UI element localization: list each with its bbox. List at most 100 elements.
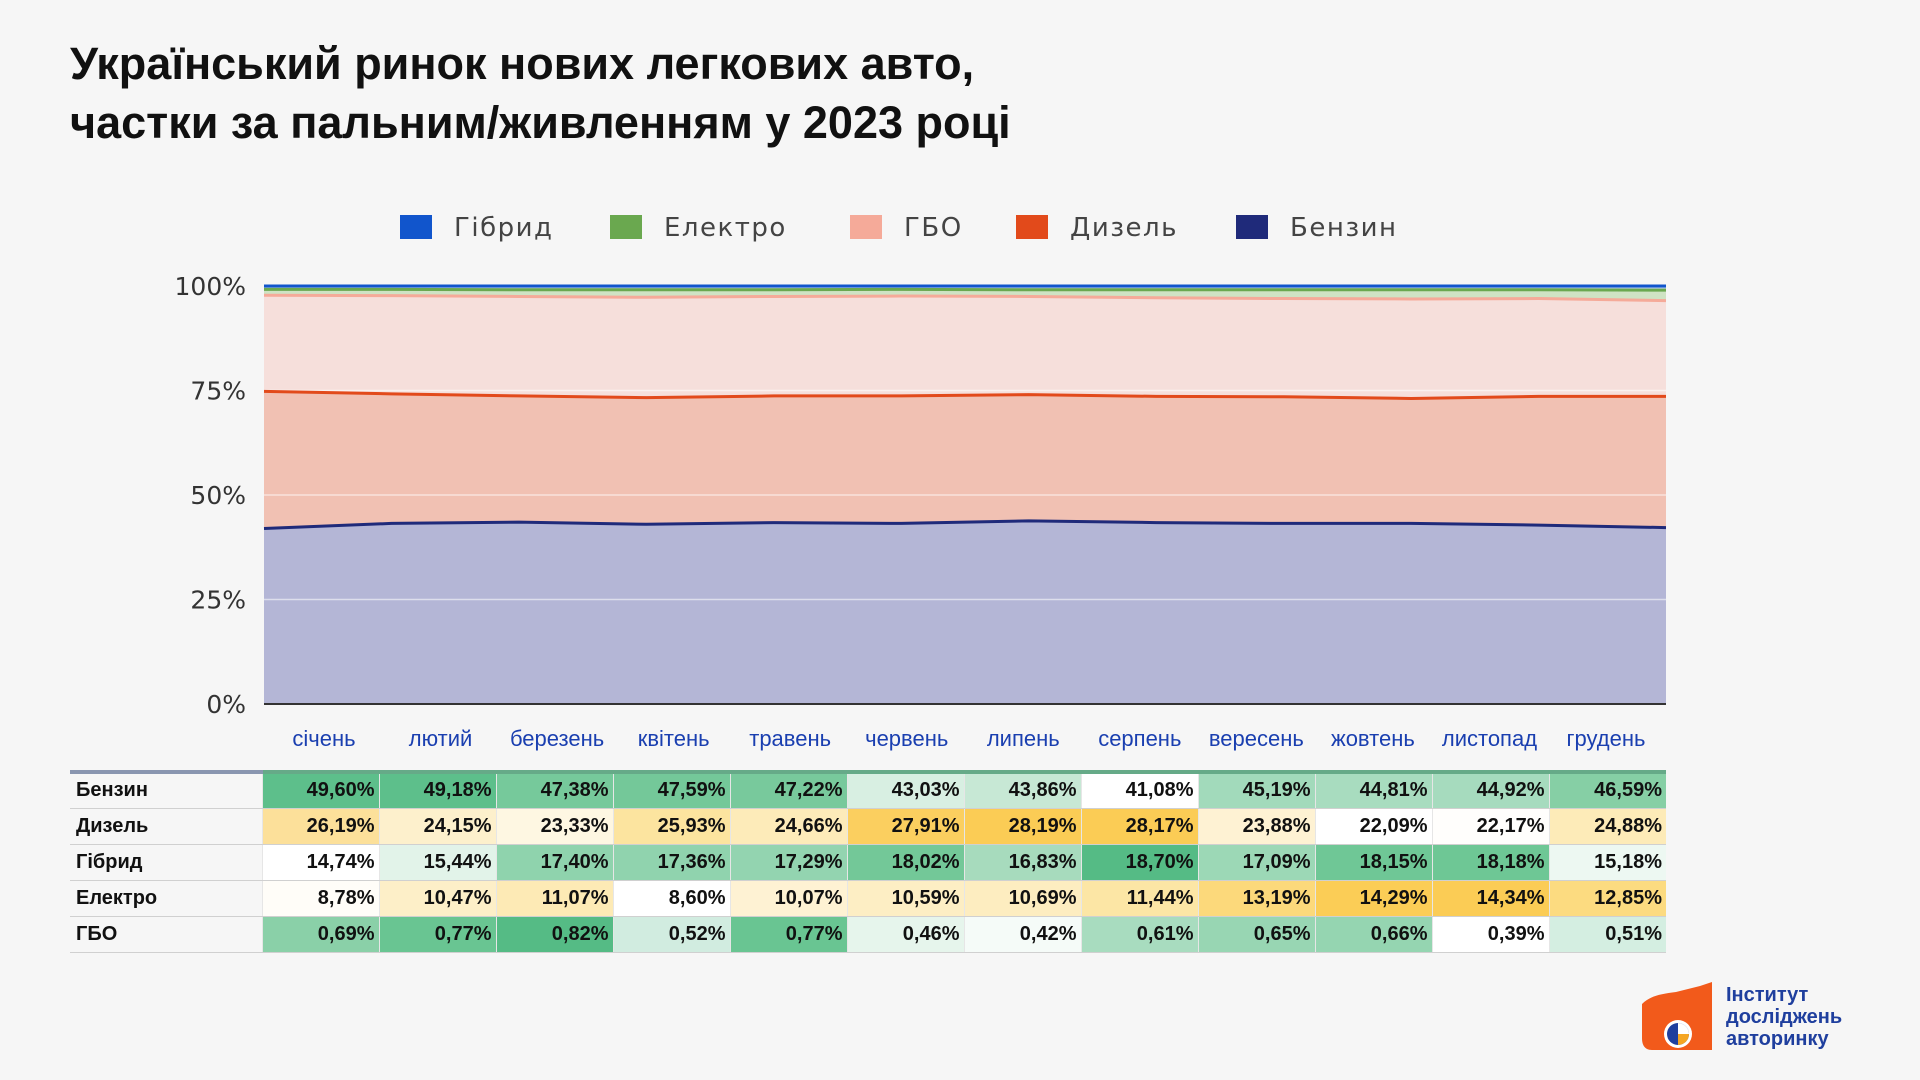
table-cell: 10,69% — [963, 880, 1081, 917]
x-tick-label: липень — [987, 726, 1060, 751]
y-tick-label: 0% — [206, 690, 246, 719]
line-Електро — [264, 287, 1667, 292]
table-row: Бензин 49,60% 49,18% 47,38% 47,59% 47,22% 43,0… — [70, 770, 1666, 809]
line-Бензин — [263, 519, 1667, 530]
table-cell: 0,39% — [1431, 916, 1549, 953]
row-label: Бензин — [70, 770, 262, 809]
table-cell: 46,59% — [1548, 770, 1666, 809]
legend-label-Електро: Електро — [664, 213, 787, 243]
x-tick-label: січень — [292, 726, 355, 751]
table-cell: 0,52% — [612, 916, 730, 953]
row-label: ГБО — [70, 916, 262, 953]
y-tick-label: 25% — [190, 586, 246, 615]
table-cell: 18,15% — [1314, 844, 1432, 881]
table-cell: 44,92% — [1431, 770, 1549, 809]
table-cell: 0,66% — [1314, 916, 1432, 953]
x-tick-label: березень — [510, 726, 604, 751]
x-tick-label: травень — [749, 726, 831, 751]
x-tick-label: листопад — [1442, 726, 1537, 751]
x-tick-label: червень — [865, 726, 948, 751]
stacked-area-chart: 0% 25% 50% 75% 100% січень лютий березень квітен… — [175, 213, 1667, 751]
title-line-2: частки за пальним/живленням у 2023 році — [70, 97, 1011, 148]
logo-text: Інститут досліджень авторинку — [1726, 984, 1842, 1050]
table-cell: 28,17% — [1080, 808, 1198, 845]
table-cell: 10,47% — [378, 880, 496, 917]
area-Дизель — [264, 391, 1666, 529]
table-cell: 22,17% — [1431, 808, 1549, 845]
x-tick-label: жовтень — [1331, 726, 1415, 751]
table-cell: 41,08% — [1080, 770, 1198, 809]
table-cell: 0,61% — [1080, 916, 1198, 953]
table-cell: 14,74% — [261, 844, 379, 881]
table-cell: 22,09% — [1314, 808, 1432, 845]
legend-swatch-Бензин — [1236, 215, 1268, 239]
table-cell: 25,93% — [612, 808, 730, 845]
table-cell: 24,15% — [378, 808, 496, 845]
table-cell: 23,33% — [495, 808, 613, 845]
table-cell: 47,59% — [612, 770, 730, 809]
area-ГБО — [264, 295, 1666, 399]
share-table: Бензин 49,60% 49,18% 47,38% 47,59% 47,22% 43,0… — [70, 770, 1666, 953]
row-label: Дизель — [70, 808, 262, 845]
legend-label-ГБО: ГБО — [904, 213, 963, 243]
table-row: ГБО 0,69% 0,77% 0,82% 0,52% 0,77% 0,46% 0,42% 0,… — [70, 916, 1666, 953]
table-cell: 18,70% — [1080, 844, 1198, 881]
line-Дизель — [263, 389, 1666, 400]
table-cell: 11,07% — [495, 880, 613, 917]
institute-logo: Інститут досліджень авторинку — [1640, 982, 1890, 1054]
legend-label-Бензин: Бензин — [1290, 213, 1398, 243]
table-cell: 47,22% — [729, 770, 847, 809]
table-cell: 49,18% — [378, 770, 496, 809]
table-row: Електро 8,78% 10,47% 11,07% 8,60% 10,07% 10,59… — [70, 880, 1666, 917]
table-cell: 15,18% — [1548, 844, 1666, 881]
table-cell: 0,42% — [963, 916, 1081, 953]
table-cell: 15,44% — [378, 844, 496, 881]
table-cell: 43,86% — [963, 770, 1081, 809]
legend-swatch-Дизель — [1016, 215, 1048, 239]
table-cell: 8,78% — [261, 880, 379, 917]
table-cell: 28,19% — [963, 808, 1081, 845]
table-cell: 0,77% — [729, 916, 847, 953]
logo-car-icon — [1642, 982, 1712, 1050]
table-cell: 11,44% — [1080, 880, 1198, 917]
table-cell: 13,19% — [1197, 880, 1315, 917]
table-cell: 23,88% — [1197, 808, 1315, 845]
row-label: Гібрид — [70, 844, 262, 881]
title-line-1: Український ринок нових легкових авто, — [70, 38, 975, 89]
table-cell: 14,34% — [1431, 880, 1549, 917]
table-cell: 14,29% — [1314, 880, 1432, 917]
table-cell: 12,85% — [1548, 880, 1666, 917]
x-tick-label: грудень — [1567, 726, 1646, 751]
table-cell: 24,88% — [1548, 808, 1666, 845]
area-Бензин — [264, 520, 1666, 704]
logo-line-1: Інститут — [1726, 984, 1809, 1006]
table-cell: 0,65% — [1197, 916, 1315, 953]
table-cell: 16,83% — [963, 844, 1081, 881]
table-cell: 10,59% — [846, 880, 964, 917]
table-cell: 27,91% — [846, 808, 964, 845]
table-cell: 0,51% — [1548, 916, 1666, 953]
table-cell: 47,38% — [495, 770, 613, 809]
legend-label-Гібрид: Гібрид — [454, 213, 554, 243]
legend-swatch-Гібрид — [400, 215, 432, 239]
table-cell: 49,60% — [261, 770, 379, 809]
legend-swatch-ГБО — [850, 215, 882, 239]
table-cell: 0,77% — [378, 916, 496, 953]
x-tick-label: лютий — [409, 726, 473, 751]
table-cell: 17,29% — [729, 844, 847, 881]
logo-line-2: досліджень — [1726, 1006, 1843, 1028]
table-cell: 17,09% — [1197, 844, 1315, 881]
table-cell: 24,66% — [729, 808, 847, 845]
y-tick-label: 75% — [190, 377, 246, 406]
table-cell: 18,18% — [1431, 844, 1549, 881]
table-cell: 26,19% — [261, 808, 379, 845]
table-cell: 17,40% — [495, 844, 613, 881]
table-cell: 43,03% — [846, 770, 964, 809]
table-row: Дизель 26,19% 24,15% 23,33% 25,93% 24,66% 27,9… — [70, 808, 1666, 845]
row-label: Електро — [70, 880, 262, 917]
legend-label-Дизель: Дизель — [1070, 213, 1178, 243]
table-cell: 0,82% — [495, 916, 613, 953]
table-cell: 0,69% — [261, 916, 379, 953]
table-cell: 0,46% — [846, 916, 964, 953]
table-cell: 17,36% — [612, 844, 730, 881]
